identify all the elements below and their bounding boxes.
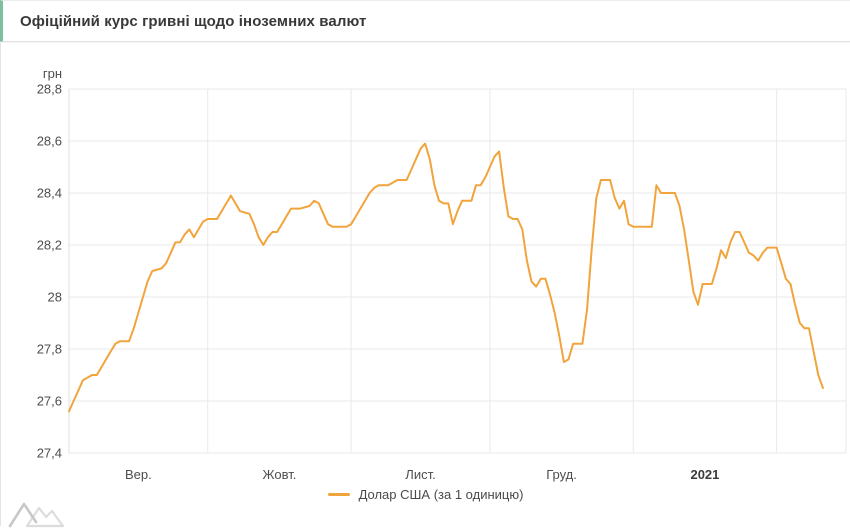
x-tick-label: 2021 xyxy=(690,467,719,482)
x-tick-label: Жовт. xyxy=(263,467,297,482)
chart-legend[interactable]: Долар США (за 1 одиницю) xyxy=(1,487,850,502)
y-tick-label: 28 xyxy=(48,290,62,305)
y-tick-label: 28,4 xyxy=(37,186,62,201)
usd-series-legend-marker-icon xyxy=(327,493,350,496)
chart-title-bar: Офіційний курс гривні щодо іноземних вал… xyxy=(0,0,850,42)
x-tick-label: Лист. xyxy=(405,467,435,482)
y-tick-label: 28,8 xyxy=(37,82,62,97)
amcharts-mountains-logo-icon[interactable] xyxy=(6,499,68,529)
y-tick-label: 27,4 xyxy=(37,446,62,461)
y-tick-label: 28,6 xyxy=(37,134,62,149)
y-tick-label: 27,6 xyxy=(37,394,62,409)
watermark-left-peak xyxy=(8,502,38,528)
line-chart-plot: 28,8 28,6 28,4 28,2 28 27,8 27,6 27,4 грн Вер. Жов… xyxy=(37,66,847,482)
usd-series-line xyxy=(68,142,824,413)
page-title: Офіційний курс гривні щодо іноземних вал… xyxy=(20,12,367,30)
x-tick-label: Вер. xyxy=(125,467,152,482)
exchange-rate-chart: 28,8 28,6 28,4 28,2 28 27,8 27,6 27,4 грн Вер. Жов… xyxy=(0,43,850,529)
y-tick-label: 28,2 xyxy=(37,238,62,253)
y-tick-label: 27,8 xyxy=(37,342,62,357)
x-tick-label: Груд. xyxy=(546,467,577,482)
y-axis-unit-label: грн xyxy=(43,66,62,81)
usd-series-legend-label: Долар США (за 1 одиницю) xyxy=(358,487,524,502)
